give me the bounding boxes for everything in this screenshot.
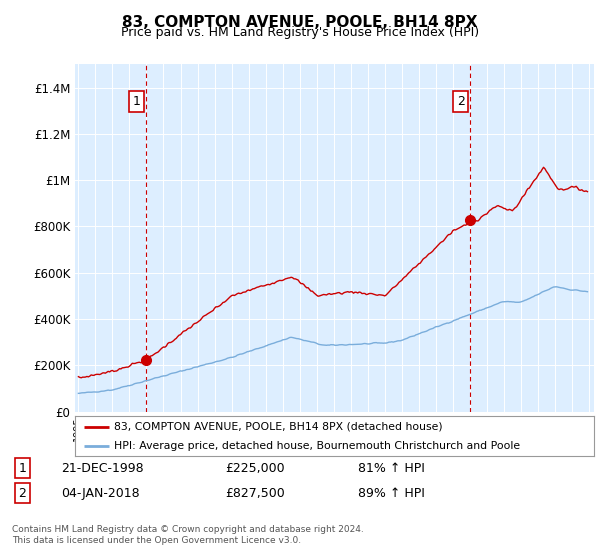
Text: 2: 2 [457,95,464,108]
Text: 2: 2 [19,487,26,500]
Text: 81% ↑ HPI: 81% ↑ HPI [358,462,424,475]
Text: £827,500: £827,500 [225,487,285,500]
Text: 1: 1 [133,95,140,108]
Text: HPI: Average price, detached house, Bournemouth Christchurch and Poole: HPI: Average price, detached house, Bour… [114,441,520,450]
Text: 1: 1 [19,462,26,475]
Text: Price paid vs. HM Land Registry's House Price Index (HPI): Price paid vs. HM Land Registry's House … [121,26,479,39]
Text: 04-JAN-2018: 04-JAN-2018 [61,487,140,500]
Text: 83, COMPTON AVENUE, POOLE, BH14 8PX (detached house): 83, COMPTON AVENUE, POOLE, BH14 8PX (det… [114,422,443,432]
Text: 21-DEC-1998: 21-DEC-1998 [61,462,143,475]
Text: 89% ↑ HPI: 89% ↑ HPI [358,487,424,500]
Text: 83, COMPTON AVENUE, POOLE, BH14 8PX: 83, COMPTON AVENUE, POOLE, BH14 8PX [122,15,478,30]
Text: £225,000: £225,000 [225,462,285,475]
Text: Contains HM Land Registry data © Crown copyright and database right 2024.
This d: Contains HM Land Registry data © Crown c… [12,525,364,545]
